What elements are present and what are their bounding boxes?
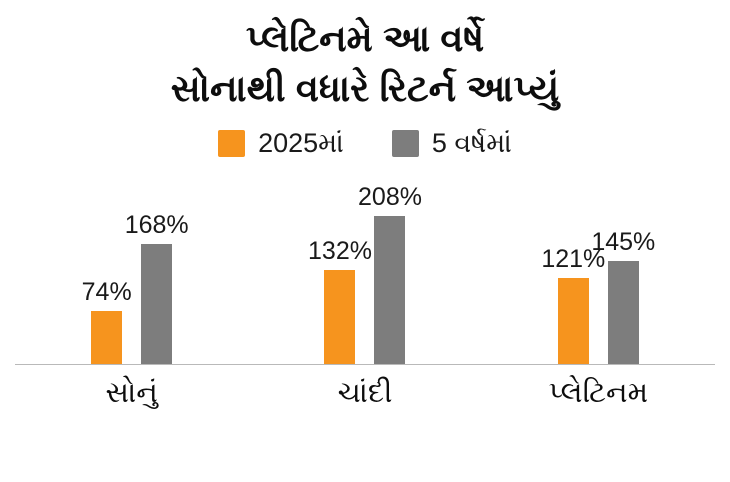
page-title: પ્લેટિનમે આ વર્ષે સોનાથી વધારે રિટર્ન આપ… xyxy=(171,14,559,114)
category-label: સોનું xyxy=(105,376,158,409)
bar-column: 74% xyxy=(82,278,132,364)
legend-label-5yr: 5 વર્ષમાં xyxy=(431,127,512,158)
legend-swatch-gray xyxy=(391,130,419,158)
bar-5yr xyxy=(141,243,173,364)
legend-item-5yr: 5 વર્ષમાં xyxy=(391,127,512,160)
bar-5yr xyxy=(374,215,406,364)
bar-column: 168% xyxy=(125,211,189,364)
legend-label-2025: 2025માં xyxy=(258,127,344,158)
bar-value-label: 121% xyxy=(541,244,606,273)
bar-chart: 74% 168% 132% 208% 121% 145% સોનું ચાંદી પ્લેટિ… xyxy=(15,168,715,410)
chart-legend: 2025માં 5 વર્ષમાં xyxy=(218,128,512,160)
bar-group: 121% 145% xyxy=(482,228,715,364)
bar-column: 132% xyxy=(308,237,372,364)
legend-swatch-orange xyxy=(218,130,246,158)
bar-2025 xyxy=(91,310,123,364)
legend-item-2025: 2025માં xyxy=(218,128,344,160)
bar-column: 145% xyxy=(591,228,655,364)
bar-value-label: 168% xyxy=(124,210,189,239)
bar-group: 74% 168% xyxy=(15,211,248,364)
bar-5yr xyxy=(607,260,639,364)
category-labels: સોનું ચાંદી પ્લેટિનમ xyxy=(15,377,715,410)
category-label: ચાંદી xyxy=(337,376,393,409)
bar-group: 132% 208% xyxy=(248,183,481,364)
category-label: પ્લેટિનમ xyxy=(548,376,649,409)
bar-value-label: 132% xyxy=(308,236,372,265)
chart-groups: 74% 168% 132% 208% 121% 145% xyxy=(15,168,715,364)
bar-value-label: 145% xyxy=(591,227,656,256)
title-line-1: પ્લેટિનમે આ વર્ષે xyxy=(245,18,485,59)
bar-value-label: 74% xyxy=(81,277,132,306)
bar-column: 121% xyxy=(541,245,605,364)
bar-value-label: 208% xyxy=(358,182,422,211)
bar-2025 xyxy=(557,277,589,364)
title-line-2: સોનાથી વધારે રિટર્ન આપ્યું xyxy=(170,67,560,109)
bar-2025 xyxy=(324,269,356,364)
x-axis-line xyxy=(15,363,715,365)
bar-column: 208% xyxy=(358,183,422,364)
